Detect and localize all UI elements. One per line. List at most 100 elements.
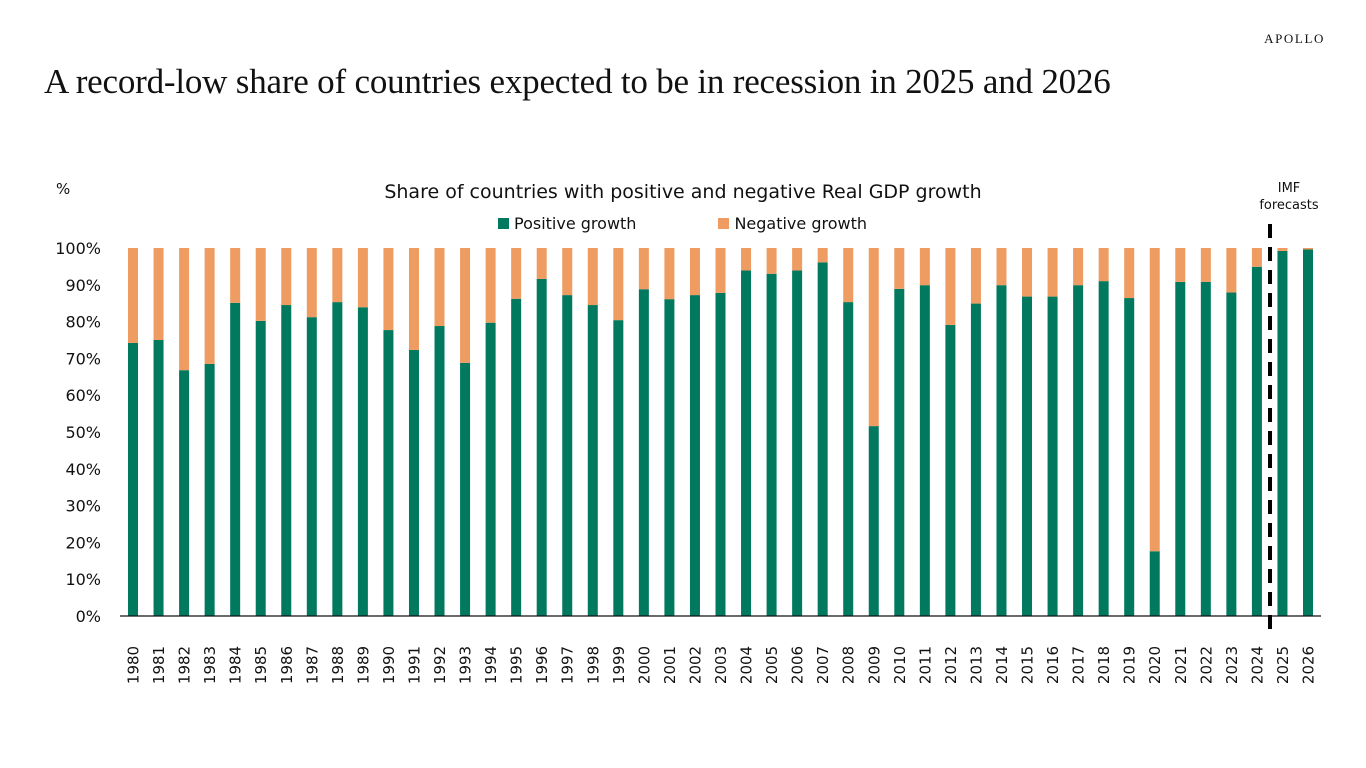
forecast-annotation-line-1: IMF — [1277, 181, 1301, 196]
bar-negative-2004 — [741, 248, 752, 271]
bar-negative-1990 — [383, 248, 394, 331]
legend-item-positive: Positive growth — [498, 214, 636, 233]
bar-negative-2022 — [1200, 248, 1211, 282]
y-tick-label: 60% — [65, 386, 101, 405]
bar-negative-2018 — [1098, 248, 1109, 282]
bar-positive-2007 — [817, 262, 828, 616]
bar-negative-2017 — [1073, 248, 1084, 286]
bar-positive-2002 — [689, 295, 700, 616]
bar-positive-2006 — [792, 270, 803, 616]
x-axis-ticks: 1980 1981 1982 1983 1984 1985 1986 1987 1988 1989… — [125, 646, 1318, 684]
bar-positive-2004 — [741, 270, 752, 616]
bar-positive-1982 — [179, 370, 190, 616]
bar-positive-2026 — [1303, 249, 1313, 616]
bar-positive-2012 — [945, 324, 956, 616]
x-tick-label: 1988 — [329, 646, 347, 684]
x-tick-label: 1989 — [354, 646, 372, 684]
bar-positive-1984 — [230, 302, 241, 616]
x-tick-label: 1996 — [533, 646, 551, 684]
chart-title: Share of countries with positive and neg… — [384, 181, 982, 203]
x-tick-label: 1993 — [457, 646, 475, 684]
bar-positive-1997 — [562, 295, 573, 616]
x-tick-label: 2010 — [891, 646, 909, 684]
x-tick-label: 2007 — [814, 646, 832, 684]
bar-positive-1994 — [485, 322, 496, 616]
bar-negative-2014 — [996, 248, 1007, 286]
x-tick-label: 2020 — [1146, 646, 1164, 684]
bar-negative-2008 — [843, 248, 854, 303]
x-tick-label: 1984 — [227, 646, 245, 684]
bar-positive-2025 — [1277, 250, 1288, 616]
x-tick-label: 2004 — [738, 646, 756, 684]
x-tick-label: 2017 — [1070, 646, 1088, 684]
bar-positive-1981 — [153, 340, 164, 616]
y-tick-label: 30% — [65, 497, 101, 516]
bar-negative-2007 — [817, 248, 828, 263]
bar-negative-2015 — [1022, 248, 1033, 297]
bar-positive-2016 — [1047, 296, 1058, 616]
x-tick-label: 1986 — [278, 646, 296, 684]
bar-positive-1986 — [281, 305, 292, 616]
bar-positive-1996 — [536, 278, 547, 616]
bar-negative-2021 — [1175, 248, 1186, 282]
x-tick-label: 2026 — [1300, 646, 1318, 684]
chart-legend: Positive growth Negative growth — [498, 214, 949, 233]
bar-negative-1998 — [587, 248, 598, 306]
x-tick-label: 1997 — [559, 646, 577, 684]
x-tick-label: 2013 — [967, 646, 985, 684]
bar-negative-2019 — [1124, 248, 1135, 299]
x-tick-label: 1995 — [508, 646, 526, 684]
bar-positive-2024 — [1251, 266, 1262, 616]
bar-negative-1986 — [281, 248, 292, 306]
bar-negative-1997 — [562, 248, 573, 296]
bar-negative-2000 — [638, 248, 649, 290]
bar-negative-2016 — [1047, 248, 1058, 297]
forecast-annotation: IMF forecasts — [1249, 180, 1329, 214]
y-tick-label: 20% — [65, 533, 101, 552]
x-tick-label: 2008 — [840, 646, 858, 684]
bar-negative-2026 — [1303, 248, 1313, 250]
y-tick-label: 50% — [65, 423, 101, 442]
bar-positive-1992 — [434, 326, 445, 616]
bar-positive-1999 — [613, 320, 624, 616]
bar-positive-2008 — [843, 302, 854, 616]
bar-negative-1988 — [332, 248, 343, 303]
legend-swatch-positive — [498, 218, 509, 229]
bar-negative-2005 — [766, 248, 777, 274]
bar-negative-2024 — [1251, 248, 1262, 267]
x-tick-label: 2005 — [763, 646, 781, 684]
x-tick-label: 1992 — [431, 646, 449, 684]
bar-negative-1985 — [255, 248, 266, 321]
bar-positive-1985 — [255, 320, 266, 616]
y-tick-label: 70% — [65, 349, 101, 368]
bar-positive-2003 — [715, 292, 726, 616]
bar-negative-1995 — [511, 248, 522, 299]
x-tick-label: 2023 — [1223, 646, 1241, 684]
bar-positive-1987 — [306, 317, 317, 616]
y-tick-label: 100% — [55, 239, 101, 258]
x-tick-label: 1981 — [150, 646, 168, 684]
bar-negative-2025 — [1277, 248, 1288, 251]
bar-negative-1993 — [460, 248, 471, 363]
page-headline: A record-low share of countries expected… — [44, 62, 1111, 101]
bar-positive-1993 — [460, 362, 471, 616]
y-tick-label: 80% — [65, 313, 101, 332]
bar-negative-1983 — [204, 248, 215, 364]
x-tick-label: 2025 — [1274, 646, 1292, 684]
brand-logo: APOLLO — [1264, 31, 1325, 46]
bar-positive-2015 — [1022, 296, 1033, 616]
bar-negative-1980 — [128, 248, 138, 343]
legend-label-positive: Positive growth — [514, 214, 637, 233]
bar-positive-2019 — [1124, 298, 1135, 616]
y-tick-label: 40% — [65, 460, 101, 479]
x-tick-label: 1980 — [125, 646, 143, 684]
x-tick-label: 1994 — [482, 646, 500, 684]
bar-positive-2001 — [664, 299, 675, 616]
x-tick-label: 2018 — [1095, 646, 1113, 684]
bar-positive-2020 — [1149, 551, 1160, 616]
bar-negative-1999 — [613, 248, 624, 321]
bar-positive-2000 — [638, 289, 649, 616]
bar-positive-2021 — [1175, 281, 1186, 616]
x-tick-label: 2024 — [1248, 646, 1266, 684]
